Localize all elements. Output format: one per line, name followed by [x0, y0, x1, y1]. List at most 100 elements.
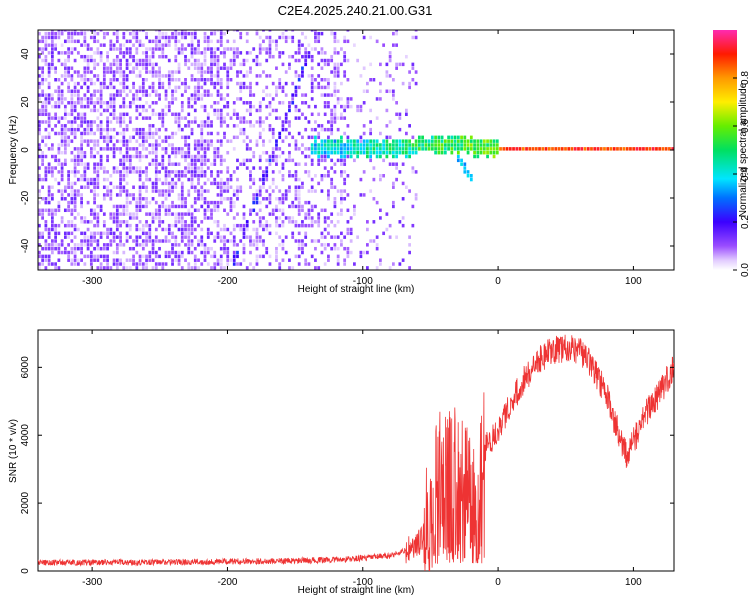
- heatmap-cell: [63, 143, 67, 147]
- heatmap-cell: [132, 135, 135, 140]
- heatmap-cell: [356, 154, 360, 159]
- heatmap-cell: [60, 143, 64, 147]
- heatmap-cell: [210, 131, 213, 136]
- heatmap-cell: [197, 193, 200, 197]
- heatmap-cell: [408, 70, 411, 74]
- heatmap-cell: [502, 147, 506, 151]
- heatmap-cell: [122, 185, 126, 189]
- heatmap-cell: [275, 139, 278, 143]
- heatmap-cell: [180, 30, 184, 32]
- heatmap-cell: [336, 235, 340, 239]
- heatmap-cell: [336, 97, 340, 101]
- heatmap-cell: [385, 139, 389, 143]
- heatmap-cell: [109, 39, 113, 44]
- heatmap-cell: [362, 131, 366, 136]
- heatmap-cell: [262, 243, 265, 247]
- heatmap-cell: [83, 174, 87, 178]
- heatmap-cell: [67, 74, 70, 78]
- heatmap-cell: [154, 47, 158, 51]
- heatmap-cell: [132, 216, 135, 220]
- heatmap-cell: [184, 235, 187, 239]
- heatmap-cell: [70, 139, 74, 143]
- heatmap-cell: [346, 231, 350, 236]
- heatmap-cell: [203, 108, 207, 113]
- heatmap-cell: [177, 66, 181, 70]
- heatmap-cell: [115, 54, 119, 59]
- heatmap-cell: [278, 154, 282, 159]
- heatmap-cell: [57, 30, 61, 32]
- heatmap-cell: [50, 170, 54, 174]
- heatmap-cell: [47, 101, 51, 105]
- heatmap-cell: [193, 108, 197, 113]
- heatmap-cell: [76, 243, 80, 247]
- heatmap-cell: [265, 58, 269, 63]
- heatmap-cell: [83, 254, 87, 259]
- heatmap-cell: [96, 116, 100, 120]
- heatmap-cell: [265, 51, 269, 55]
- heatmap-cell: [307, 74, 311, 78]
- heatmap-cell: [197, 97, 200, 101]
- heatmap-cell: [125, 220, 129, 224]
- heatmap-cell: [41, 35, 45, 40]
- heatmap-cell: [145, 70, 148, 74]
- heatmap-cell: [210, 174, 213, 178]
- heatmap-cell: [177, 124, 181, 128]
- heatmap-cell: [44, 166, 48, 170]
- heatmap-cell: [63, 231, 67, 236]
- heatmap-cell: [301, 143, 304, 147]
- heatmap-cell: [388, 51, 392, 55]
- heatmap-cell: [99, 135, 103, 140]
- heatmap-cell: [314, 135, 317, 140]
- heatmap-cell: [70, 200, 74, 205]
- heatmap-cell: [447, 147, 450, 151]
- heatmap-cell: [395, 101, 398, 105]
- heatmap-cell: [102, 108, 106, 113]
- heatmap-cell: [41, 150, 45, 155]
- heatmap-cell: [330, 185, 334, 189]
- heatmap-cell: [115, 223, 119, 228]
- heatmap-cell: [174, 239, 178, 243]
- heatmap-cell: [145, 131, 148, 136]
- heatmap-cell: [193, 208, 197, 213]
- heatmap-cell: [115, 30, 119, 32]
- heatmap-cell: [122, 154, 126, 159]
- heatmap-cell: [414, 35, 418, 40]
- heatmap-cell: [73, 181, 77, 186]
- heatmap-cell: [232, 254, 236, 259]
- heatmap-cell: [336, 127, 340, 132]
- heatmap-cell: [54, 246, 57, 251]
- heatmap-cell: [122, 78, 126, 82]
- heatmap-cell: [366, 220, 369, 224]
- heatmap-cell: [310, 220, 314, 224]
- heatmap-cell: [67, 66, 70, 70]
- heatmap-cell: [200, 166, 204, 170]
- heatmap-cell: [310, 254, 314, 259]
- heatmap-cell: [177, 250, 181, 255]
- heatmap-cell: [411, 147, 415, 151]
- heatmap-cell: [164, 93, 168, 97]
- heatmap-cell: [275, 116, 278, 120]
- heatmap-cell: [67, 54, 70, 59]
- heatmap-cell: [314, 174, 317, 178]
- heatmap-cell: [93, 101, 96, 105]
- heatmap-cell: [109, 43, 113, 47]
- heatmap-cell: [190, 250, 194, 255]
- heatmap-cell: [190, 162, 194, 166]
- heatmap-cell: [197, 154, 200, 159]
- heatmap-cell: [119, 223, 122, 228]
- heatmap-cell: [174, 150, 178, 155]
- heatmap-cell: [177, 254, 181, 259]
- heatmap-cell: [281, 243, 285, 247]
- heatmap-cell: [63, 223, 67, 228]
- heatmap-cell: [44, 135, 48, 140]
- heatmap-cell: [158, 246, 161, 251]
- heatmap-cell: [466, 174, 470, 178]
- heatmap-cell: [343, 262, 347, 266]
- heatmap-cell: [115, 193, 119, 197]
- heatmap-cell: [258, 35, 262, 40]
- heatmap-cell: [583, 147, 587, 151]
- heatmap-cell: [174, 223, 178, 228]
- heatmap-cell: [239, 131, 243, 136]
- heatmap-cell: [86, 254, 90, 259]
- heatmap-cell: [167, 70, 171, 74]
